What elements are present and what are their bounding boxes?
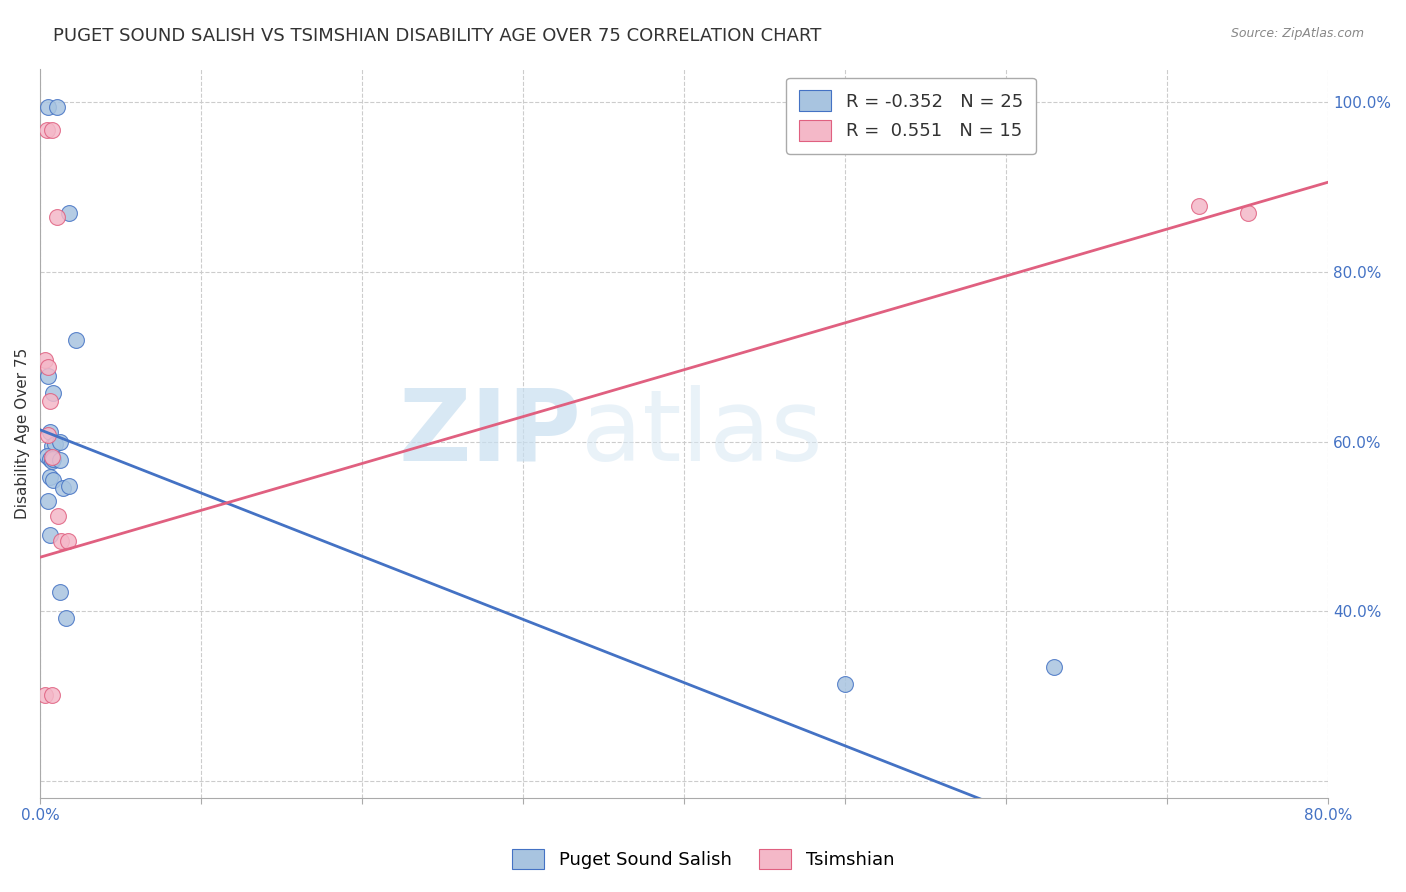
Text: Source: ZipAtlas.com: Source: ZipAtlas.com	[1230, 27, 1364, 40]
Point	[1236, 205, 1258, 219]
Legend: Puget Sound Salish, Tsimshian: Puget Sound Salish, Tsimshian	[503, 839, 903, 879]
Point	[41, 439, 63, 453]
Point	[45, 210, 67, 224]
Point	[37, 494, 59, 508]
Point	[42, 385, 65, 400]
Text: PUGET SOUND SALISH VS TSIMSHIAN DISABILITY AGE OVER 75 CORRELATION CHART: PUGET SOUND SALISH VS TSIMSHIAN DISABILI…	[53, 27, 821, 45]
Point	[48, 453, 70, 467]
Point	[39, 528, 62, 542]
Point	[39, 425, 62, 439]
Point	[52, 482, 75, 496]
Point	[44, 437, 66, 451]
Point	[45, 100, 67, 114]
Point	[1043, 659, 1066, 673]
Point	[46, 508, 69, 523]
Point	[39, 470, 62, 484]
Point	[35, 449, 58, 463]
Point	[834, 676, 856, 690]
Point	[34, 353, 56, 368]
Point	[39, 451, 62, 466]
Point	[65, 333, 87, 347]
Text: ZIP: ZIP	[398, 384, 581, 482]
Point	[41, 123, 63, 137]
Legend: R = -0.352   N = 25, R =  0.551   N = 15: R = -0.352 N = 25, R = 0.551 N = 15	[786, 78, 1036, 153]
Point	[41, 454, 63, 468]
Point	[48, 434, 70, 449]
Point	[37, 360, 59, 375]
Point	[48, 585, 70, 599]
Point	[58, 205, 80, 219]
Point	[1188, 199, 1211, 213]
Point	[39, 394, 62, 409]
Text: atlas: atlas	[581, 384, 823, 482]
Point	[41, 450, 63, 464]
Point	[37, 100, 59, 114]
Point	[42, 451, 65, 466]
Y-axis label: Disability Age Over 75: Disability Age Over 75	[15, 348, 30, 519]
Point	[58, 479, 80, 493]
Point	[37, 428, 59, 442]
Point	[56, 534, 79, 549]
Point	[37, 368, 59, 383]
Point	[34, 688, 56, 702]
Point	[42, 473, 65, 487]
Point	[35, 122, 58, 136]
Point	[55, 611, 77, 625]
Point	[51, 534, 73, 549]
Point	[41, 688, 63, 702]
